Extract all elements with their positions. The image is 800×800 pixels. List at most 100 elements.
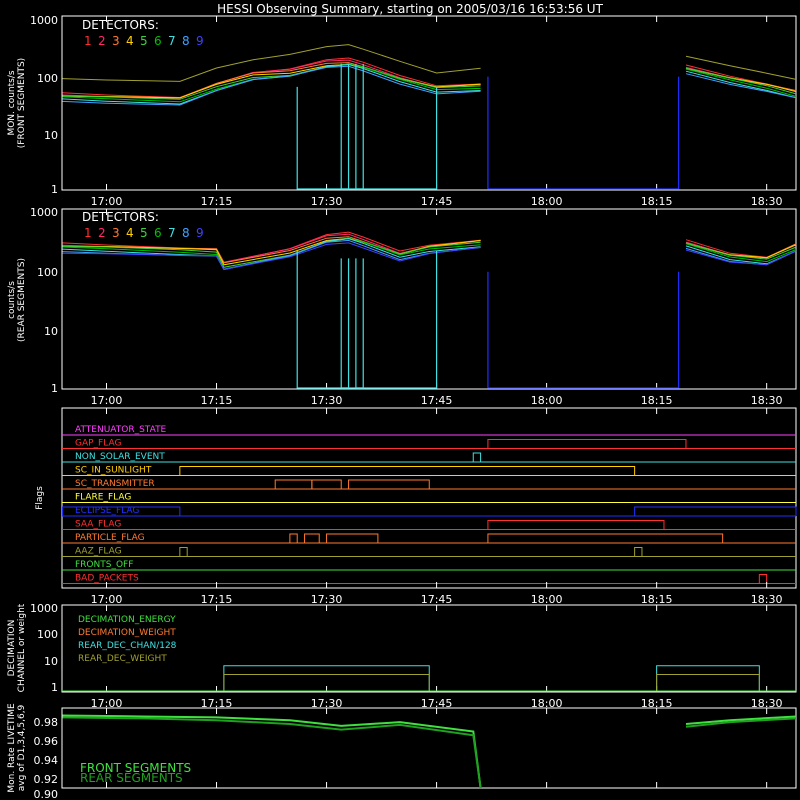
live-ytick-092: 0.92 xyxy=(34,773,59,786)
flag-step xyxy=(758,574,768,584)
livetime-line xyxy=(62,716,482,789)
count-dropout xyxy=(355,258,364,389)
count-series-line xyxy=(685,243,797,263)
time-tick-label: 18:00 xyxy=(531,394,563,407)
dec-ytick-1000: 1000 xyxy=(30,602,58,615)
figure-title: HESSI Observing Summary, starting on 200… xyxy=(217,2,603,16)
count-series-line xyxy=(685,70,797,99)
time-tick-label: 17:00 xyxy=(91,697,123,710)
front-detectors-title: DETECTORS: xyxy=(82,18,159,32)
front-ytick-100: 100 xyxy=(37,72,58,85)
time-tick-label: 18:00 xyxy=(531,697,563,710)
flag-label: FRONTS_OFF xyxy=(75,560,133,570)
count-dropout xyxy=(487,76,680,190)
live-ytick-098: 0.98 xyxy=(34,716,59,729)
decimation-legend: DECIMATION_ENERGY DECIMATION_WEIGHT REAR_D… xyxy=(78,615,177,664)
livetime-panel: 0.98 0.96 0.94 0.92 0.90 Mon. Rate LIVET… xyxy=(7,703,797,800)
detector-number: 6 xyxy=(154,34,162,48)
count-series-line xyxy=(62,57,481,99)
dec-ytick-100: 100 xyxy=(37,628,58,641)
detector-number: 3 xyxy=(112,34,120,48)
time-tick-label: 18:00 xyxy=(531,195,563,208)
time-tick-label: 17:45 xyxy=(421,697,453,710)
dec-ylabel: DECIMATION xyxy=(7,620,17,677)
flag-step xyxy=(634,547,643,557)
time-tick-label: 18:30 xyxy=(751,195,783,208)
decimation-segment xyxy=(656,674,760,691)
time-tick-label: 17:00 xyxy=(91,394,123,407)
livetime-line xyxy=(685,715,797,725)
count-dropout xyxy=(340,258,350,389)
decimation-segment xyxy=(223,674,430,691)
decimation-legend-item: DECIMATION_ENERGY xyxy=(78,615,176,625)
count-series-line xyxy=(685,67,797,95)
livetime-legend-item: FRONT SEGMENTS xyxy=(80,761,191,775)
decimation-legend-item: DECIMATION_WEIGHT xyxy=(78,628,176,638)
time-tick-label: 17:15 xyxy=(201,394,233,407)
flag-step xyxy=(179,547,188,557)
detector-number: 5 xyxy=(140,226,148,240)
detector-number: 6 xyxy=(154,226,162,240)
decimation-legend-item: REAR_DEC_CHAN/128 xyxy=(78,641,177,651)
flags-panel: Flags ATTENUATOR_STATE GAP_FLAG NON_SOLAR_… xyxy=(35,407,797,589)
count-dropout xyxy=(340,63,350,190)
front-ytick-1: 1 xyxy=(51,183,58,196)
count-dropout xyxy=(355,63,364,190)
detector-number: 4 xyxy=(126,226,134,240)
time-tick-label: 17:30 xyxy=(311,394,343,407)
flag-label: PARTICLE_FLAG xyxy=(75,533,145,543)
rear-ytick-1000: 1000 xyxy=(30,206,58,219)
flags-ylabel: Flags xyxy=(35,486,45,510)
flag-step xyxy=(472,452,482,462)
flag-step xyxy=(487,533,724,543)
flag-label: GAP_FLAG xyxy=(75,439,121,449)
flag-step xyxy=(326,533,379,543)
plot-data xyxy=(62,44,797,789)
count-dropout xyxy=(487,271,680,389)
flag-label: FLARE_FLAG xyxy=(75,493,131,503)
flag-label: SC_TRANSMITTER xyxy=(75,479,155,489)
count-series-line xyxy=(685,68,797,97)
flag-step xyxy=(179,466,636,476)
time-tick-label: 17:00 xyxy=(91,593,123,606)
detector-number: 9 xyxy=(196,226,204,240)
count-series-line xyxy=(62,65,481,106)
time-axes: 17:00 17:15 17:30 17:45 18:00 18:15 18:30 17:00… xyxy=(91,16,783,788)
front-ylabel-sub: (FRONT SEGMENTS) xyxy=(17,58,27,148)
livetime-line xyxy=(685,717,797,728)
rear-ylabel-sub: (REAR SEGMENTS) xyxy=(17,258,27,342)
time-tick-label: 17:30 xyxy=(311,697,343,710)
time-tick-label: 18:30 xyxy=(751,593,783,606)
dec-ylabel-sub: CHANNEL or weight xyxy=(17,603,27,692)
time-tick-label: 18:15 xyxy=(641,394,673,407)
flag-step xyxy=(487,520,665,530)
rear-ytick-1: 1 xyxy=(51,382,58,395)
flag-step xyxy=(61,506,181,516)
flag-step xyxy=(348,479,430,489)
time-tick-label: 17:30 xyxy=(311,195,343,208)
detector-number: 2 xyxy=(98,34,106,48)
detector-number: 4 xyxy=(126,34,134,48)
time-tick-label: 18:15 xyxy=(641,697,673,710)
count-series-line xyxy=(685,242,797,260)
live-ytick-090: 0.90 xyxy=(34,788,59,800)
front-ytick-10: 10 xyxy=(44,129,58,142)
time-tick-label: 17:00 xyxy=(91,195,123,208)
count-series-line xyxy=(62,242,481,270)
flag-step xyxy=(311,479,342,489)
rear-ylabel: counts/s xyxy=(7,281,17,319)
dec-ytick-1: 1 xyxy=(51,681,58,694)
dec-ytick-10: 10 xyxy=(44,655,58,668)
time-tick-label: 17:45 xyxy=(421,195,453,208)
count-dropout xyxy=(296,250,438,389)
detector-number: 7 xyxy=(168,226,176,240)
time-tick-label: 18:30 xyxy=(751,394,783,407)
decimation-legend-item: REAR_DEC_WEIGHT xyxy=(78,654,167,664)
count-dropout xyxy=(296,86,438,190)
flag-step xyxy=(304,533,320,543)
decimation-panel: 1000 100 10 1 DECIMATION CHANNEL or weig… xyxy=(7,602,797,694)
front-ytick-1000: 1000 xyxy=(30,14,58,27)
